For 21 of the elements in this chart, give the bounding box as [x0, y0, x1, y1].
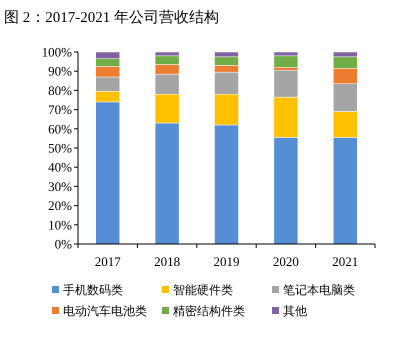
y-tick-label: 50%	[48, 140, 72, 156]
x-tick-label: 2017	[94, 254, 122, 269]
y-tick-label: 100%	[42, 44, 72, 60]
y-tick-label: 30%	[48, 178, 72, 194]
x-tick-label: 2018	[154, 254, 180, 269]
y-tick-label: 0%	[54, 236, 72, 252]
legend-label: 智能硬件类	[173, 283, 233, 297]
y-tick-label: 90%	[48, 64, 72, 79]
y-tick-label: 80%	[48, 82, 72, 98]
y-tick-label: 40%	[48, 160, 72, 175]
legend-label: 其他	[283, 304, 307, 318]
y-tick-label: 60%	[48, 121, 72, 136]
y-tick-label: 70%	[48, 102, 72, 118]
x-tick-label: 2021	[332, 254, 358, 269]
title: 图 2：2017-2021 年公司营收结构	[4, 10, 219, 26]
legend-label: 手机数码类	[63, 283, 123, 297]
y-tick-label: 10%	[48, 217, 72, 232]
bar	[274, 56, 298, 68]
x-tick-label: 2019	[214, 254, 240, 269]
y-tick-label: 20%	[48, 198, 72, 214]
x-tick-label: 2020	[272, 254, 299, 269]
